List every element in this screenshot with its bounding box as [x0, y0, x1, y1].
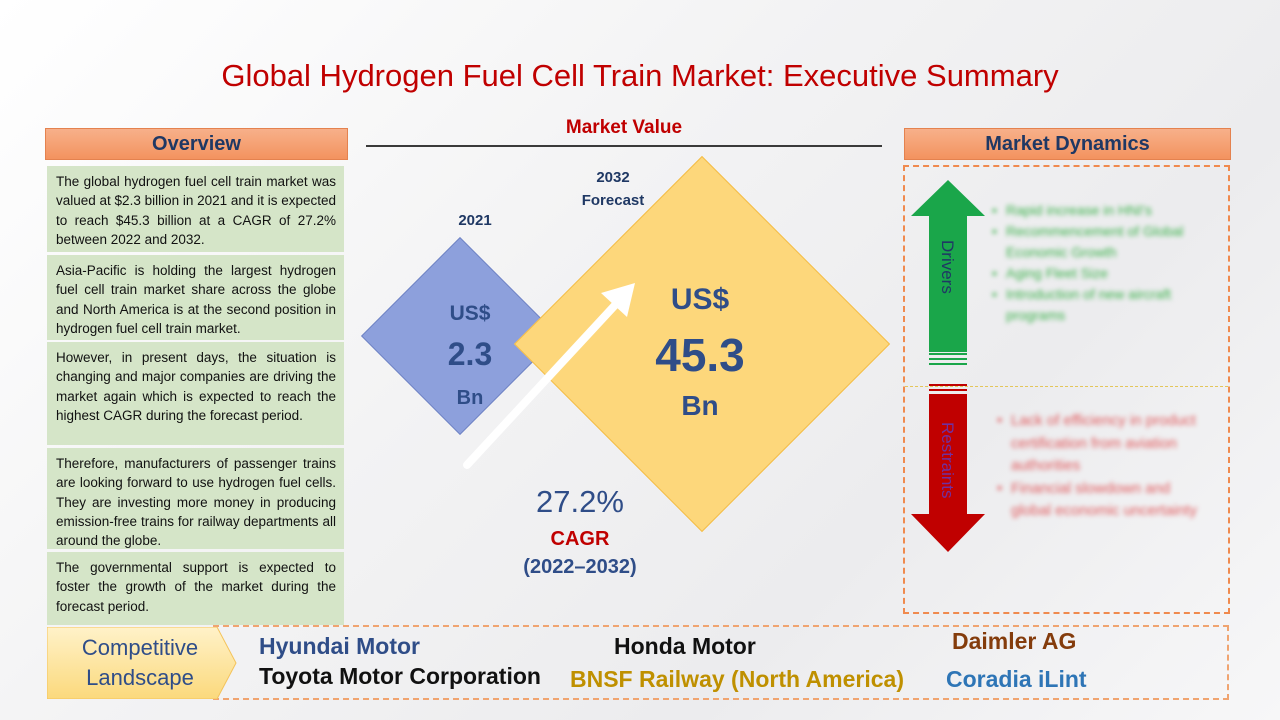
cagr-value: 27.2% [536, 484, 624, 519]
year-2021-label: 2021 [458, 212, 492, 229]
overview-paragraph-3: However, in present days, the situation … [47, 342, 344, 445]
driver-item: Introduction of new aircraft programs [992, 284, 1217, 326]
company-bnsf: BNSF Railway (North America) [570, 666, 904, 692]
dynamics-separator [905, 386, 1228, 387]
drivers-arrow-icon [911, 180, 985, 365]
restraint-item: Financial slowdown and global economic u… [997, 478, 1212, 523]
company-hyundai: Hyundai Motor [259, 633, 420, 659]
overview-header: Overview [45, 128, 348, 160]
value-2032-unit: Bn [681, 390, 719, 421]
competitive-landscape-label: Competitive Landscape [55, 633, 225, 693]
value-2021-amount: 2.3 [447, 336, 493, 372]
cagr-label: CAGR [550, 528, 610, 550]
drivers-list: Rapid increase in HNI's Recommencement o… [992, 200, 1217, 326]
company-coradia: Coradia iLint [946, 666, 1087, 692]
market-dynamics-panel [903, 165, 1230, 614]
restraint-item: Lack of efficiency in product certificat… [997, 410, 1212, 478]
forecast-label: Forecast [581, 192, 645, 209]
restraints-label: Restraints [938, 422, 957, 499]
growth-arrow [463, 283, 635, 469]
competitive-landscape-chevron [47, 627, 237, 699]
overview-paragraph-5: The governmental support is expected to … [47, 552, 344, 625]
driver-item: Rapid increase in HNI's [992, 200, 1217, 221]
value-2032-currency: US$ [670, 283, 730, 316]
market-dynamics-header: Market Dynamics [904, 128, 1231, 160]
drivers-label: Drivers [938, 240, 957, 294]
competitive-label-line2: Landscape [86, 665, 194, 690]
year-2032-label: 2032 [596, 169, 630, 186]
restraints-list: Lack of efficiency in product certificat… [997, 410, 1212, 523]
overview-paragraph-4: Therefore, manufacturers of passenger tr… [47, 448, 344, 549]
company-daimler: Daimler AG [952, 628, 1077, 654]
page-title: Global Hydrogen Fuel Cell Train Market: … [221, 58, 1059, 93]
restraints-arrow-icon [911, 384, 985, 552]
value-2021-unit: Bn [456, 387, 484, 409]
driver-item: Recommencement of Global Economic Growth [992, 221, 1217, 263]
value-2021-currency: US$ [449, 302, 491, 325]
market-value-divider [366, 145, 882, 147]
overview-paragraph-1: The global hydrogen fuel cell train mark… [47, 166, 344, 252]
company-toyota: Toyota Motor Corporation [259, 663, 541, 689]
market-value-header: Market Value [565, 117, 683, 138]
overview-paragraph-2: Asia-Pacific is holding the largest hydr… [47, 255, 344, 340]
cagr-period: (2022–2032) [523, 556, 637, 578]
competitive-label-line1: Competitive [81, 635, 199, 660]
company-honda: Honda Motor [614, 633, 756, 659]
value-2032-amount: 45.3 [655, 329, 745, 381]
driver-item: Aging Fleet Size [992, 263, 1217, 284]
